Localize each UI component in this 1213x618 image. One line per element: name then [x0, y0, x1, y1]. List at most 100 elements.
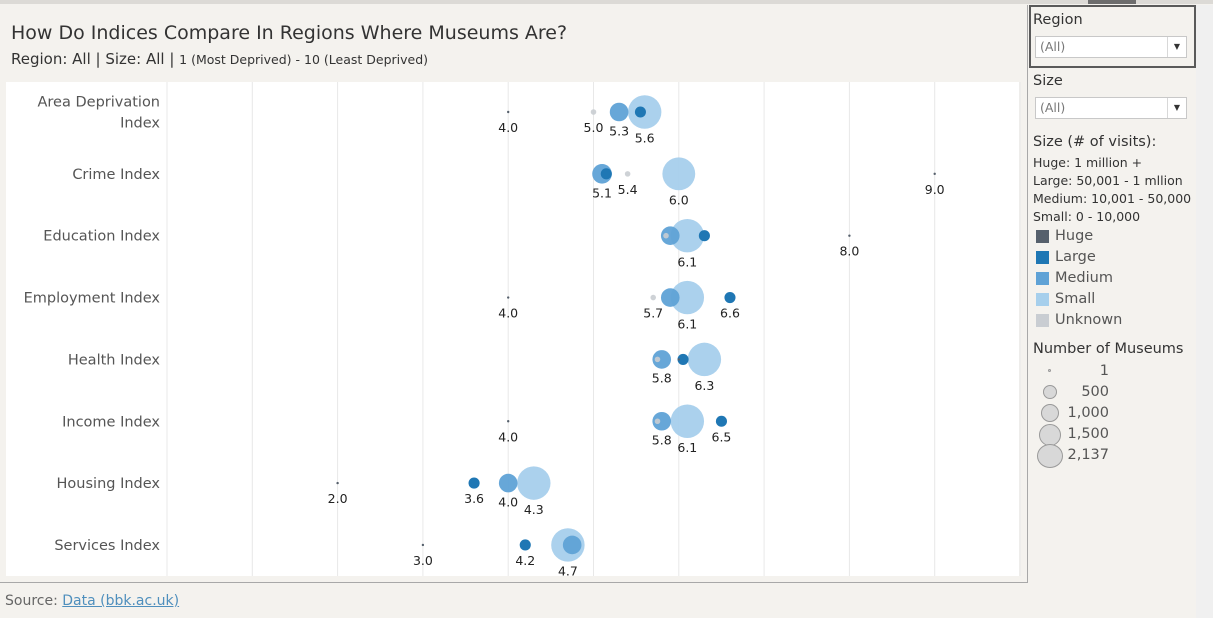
data-point[interactable] — [336, 481, 339, 485]
legend-label-unknown[interactable]: Unknown — [1055, 312, 1123, 328]
plot-area — [6, 82, 1019, 576]
data-point[interactable] — [650, 294, 656, 301]
data-point[interactable] — [698, 230, 710, 242]
data-point[interactable] — [507, 110, 510, 114]
region-dropdown[interactable]: (All) ▼ — [1035, 36, 1187, 58]
data-label: 4.0 — [498, 120, 518, 135]
page-subtitle: Region: All | Size: All | 1 (Most Depriv… — [11, 50, 428, 68]
size-key-label-1500: 1,500 — [1067, 426, 1109, 442]
size-legend-title: Size (# of visits): — [1033, 134, 1157, 150]
data-label: 6.1 — [677, 440, 697, 455]
data-point[interactable] — [663, 232, 669, 239]
category-label: Services Index — [54, 538, 160, 554]
data-point[interactable] — [652, 411, 672, 431]
swatch-small[interactable] — [1036, 293, 1049, 306]
size-desc-medium: Medium: 10,001 - 50,000 — [1033, 191, 1192, 206]
data-point[interactable] — [421, 543, 425, 547]
data-label: 5.6 — [635, 131, 655, 146]
chart-svg: Area Deprivation Index Crime Index Educatio… — [24, 82, 1021, 579]
swatch-unknown[interactable] — [1036, 314, 1049, 327]
data-point[interactable] — [677, 358, 680, 361]
data-label: 4.3 — [524, 502, 544, 517]
data-point[interactable] — [507, 420, 510, 423]
data-point[interactable] — [660, 288, 680, 307]
data-label: 6.0 — [669, 192, 689, 207]
legend-label-medium[interactable]: Medium — [1055, 270, 1113, 286]
chevron-down-icon[interactable]: ▼ — [1167, 37, 1186, 57]
data-label: 4.0 — [498, 429, 518, 444]
legend-label-large[interactable]: Large — [1055, 249, 1096, 265]
data-point[interactable] — [654, 418, 661, 425]
data-point[interactable] — [933, 172, 936, 176]
data-label: 2.0 — [328, 491, 348, 506]
data-point[interactable] — [687, 342, 722, 377]
size-key-label-1000: 1,000 — [1067, 405, 1109, 421]
scrollbar[interactable] — [1196, 5, 1213, 618]
subtitle-scale: 1 (Most Deprived) - 10 (Least Deprived) — [179, 52, 429, 67]
data-point[interactable] — [677, 353, 689, 365]
data-label: 4.0 — [498, 494, 518, 509]
category-label: Health Index — [68, 352, 161, 368]
data-label: 4.2 — [515, 553, 535, 568]
data-point[interactable] — [517, 466, 551, 500]
top-tab-indicator — [1088, 0, 1136, 4]
source-link[interactable]: Data (bbk.ac.uk) — [62, 593, 180, 609]
category-label: Housing Index — [57, 476, 161, 492]
data-label: 5.0 — [584, 120, 604, 135]
data-point[interactable] — [654, 356, 661, 363]
size-desc-large: Large: 50,001 - 1 mllion — [1033, 173, 1183, 188]
size-key-label-2137: 2,137 — [1067, 447, 1109, 463]
data-label: 5.7 — [643, 306, 663, 321]
data-point[interactable] — [624, 171, 631, 177]
page-title: How Do Indices Compare In Regions Where … — [11, 22, 568, 44]
data-point[interactable] — [600, 168, 612, 180]
data-point[interactable] — [519, 539, 531, 551]
data-label: 5.3 — [609, 123, 629, 138]
data-point[interactable] — [468, 477, 480, 489]
data-label: 3.6 — [464, 491, 484, 506]
data-point[interactable] — [670, 218, 705, 253]
size-key-circle-1 — [1048, 369, 1051, 372]
subtitle-filters: Region: All | Size: All | — [11, 50, 175, 68]
legend-label-huge[interactable]: Huge — [1055, 228, 1094, 244]
size-desc-small: Small: 0 - 10,000 — [1033, 209, 1141, 224]
data-point[interactable] — [498, 473, 518, 493]
top-border — [0, 0, 1213, 4]
size-dropdown-value: (All) — [1040, 100, 1066, 115]
data-point[interactable] — [670, 404, 705, 438]
data-point[interactable] — [609, 102, 629, 122]
legend-label-small[interactable]: Small — [1055, 291, 1096, 307]
category-label: Crime Index — [72, 167, 160, 183]
data-point[interactable] — [562, 535, 582, 555]
chevron-down-icon[interactable]: ▼ — [1167, 98, 1186, 118]
size-dropdown[interactable]: (All) ▼ — [1035, 97, 1187, 119]
data-label: 3.0 — [413, 553, 433, 568]
data-point[interactable] — [660, 226, 680, 246]
data-label: 6.3 — [694, 378, 714, 393]
data-label: 6.6 — [720, 306, 740, 321]
category-label: Income Index — [62, 414, 160, 430]
data-point[interactable] — [590, 109, 597, 115]
data-point[interactable] — [715, 415, 728, 427]
swatch-huge[interactable] — [1036, 230, 1049, 243]
region-dropdown-value: (All) — [1040, 39, 1066, 54]
data-label: 8.0 — [839, 244, 859, 259]
data-point[interactable] — [652, 350, 672, 369]
category-label: Index — [120, 116, 160, 132]
size-key-label-1: 1 — [1099, 363, 1109, 379]
data-label: 6.5 — [712, 429, 732, 444]
data-label: 9.0 — [925, 182, 945, 197]
data-point[interactable] — [724, 291, 736, 304]
swatch-large[interactable] — [1036, 251, 1049, 264]
swatch-medium[interactable] — [1036, 272, 1049, 285]
data-point[interactable] — [670, 280, 705, 315]
data-label: 5.8 — [652, 433, 672, 448]
category-label: Education Index — [43, 229, 160, 245]
data-point[interactable] — [848, 234, 851, 237]
size-key-circle-500 — [1043, 385, 1057, 399]
data-point[interactable] — [662, 157, 696, 191]
data-point[interactable] — [507, 296, 510, 299]
data-point[interactable] — [634, 106, 646, 118]
category-label: Employment Index — [24, 291, 161, 307]
data-label: 6.1 — [677, 316, 697, 331]
